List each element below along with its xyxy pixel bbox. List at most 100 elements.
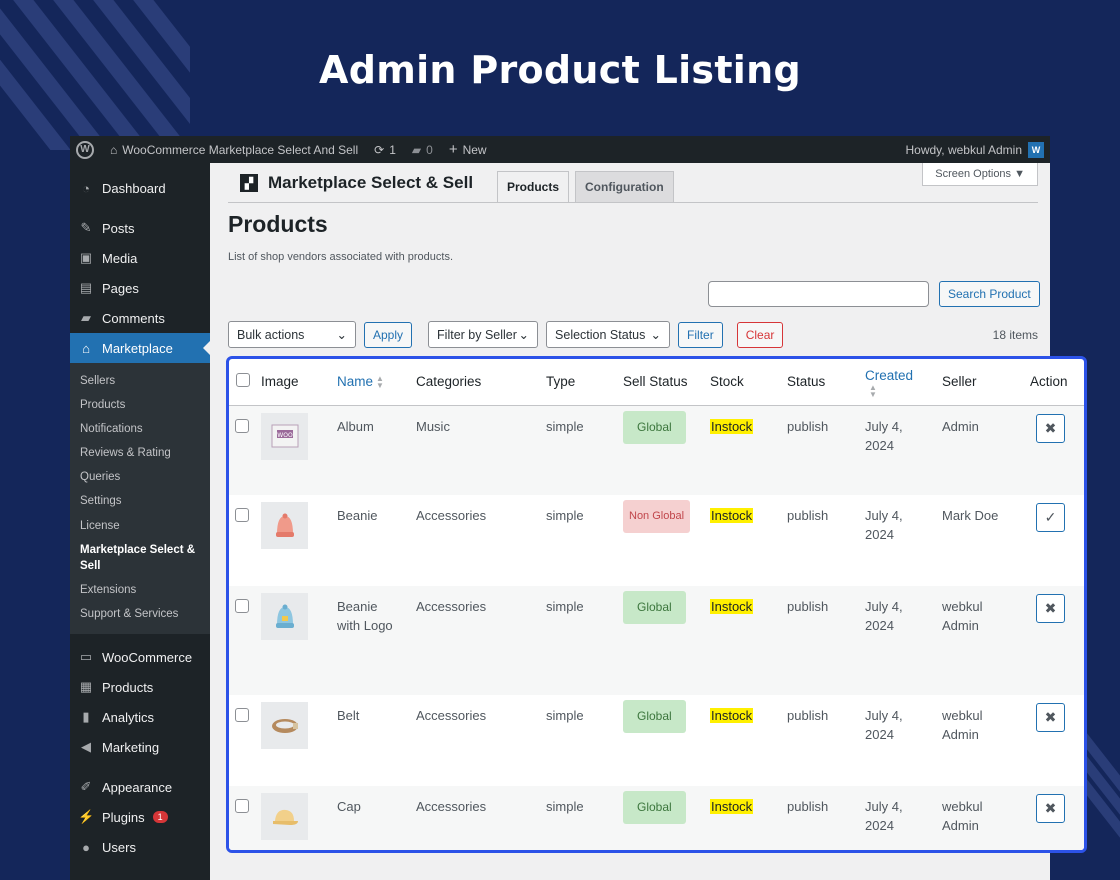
created-day: July 4, [865,599,903,614]
seller-name: webkul Admin [942,695,1030,786]
seller-line-1: Admin [942,418,979,434]
tab-configuration[interactable]: Configuration [575,171,674,202]
sell-status-badge: Global [623,791,686,824]
sidebar-item-label: Comments [102,310,165,326]
submenu-item-license[interactable]: License [80,519,120,532]
submenu-item-extensions[interactable]: Extensions [80,583,137,596]
filter-button[interactable]: Filter [678,321,723,348]
admin-bar: W ⌂ WooCommerce Marketplace Select And S… [70,136,1050,163]
beanie-logo-icon [275,604,294,628]
avatar: W [1028,141,1044,158]
sidebar-item-analytics[interactable]: ▮ Analytics [70,702,210,732]
column-name[interactable]: Name ▲ ▼ [337,359,416,406]
submenu-item-select-sell[interactable]: Marketplace Select & Sell [80,543,196,572]
dashboard-icon: ◔ [82,180,90,196]
sidebar-item-appearance[interactable]: ✐ Appearance [70,772,210,802]
tab-products[interactable]: Products [497,171,570,202]
sidebar-item-users[interactable]: ● Users [70,832,210,862]
sidebar-item-marketplace[interactable]: ⌂ Marketplace [70,333,210,363]
album-icon: WOO [271,424,298,448]
product-status: publish [787,786,865,850]
sidebar-item-label: WooCommerce [102,649,193,665]
wp-logo-menu[interactable]: W [76,140,94,159]
product-name[interactable]: Cap [337,786,416,850]
account-menu[interactable]: Howdy, webkul Admin W [906,136,1044,163]
stock-badge: Instock [710,799,754,814]
selection-status-select[interactable]: Selection Status ⌄ [546,321,671,348]
created-day: July 4, [865,418,903,434]
column-image: Image [261,359,337,406]
row-checkbox[interactable] [235,799,249,813]
apply-button[interactable]: Apply [364,321,413,348]
remove-action-button[interactable]: ✖ [1036,594,1065,623]
remove-action-button[interactable]: ✖ [1036,703,1065,732]
remove-action-button[interactable]: ✖ [1036,413,1065,443]
check-icon: ✓ [1044,509,1057,525]
site-name-link[interactable]: ⌂ WooCommerce Marketplace Select And Sel… [110,143,358,157]
bulk-actions-select[interactable]: Bulk actions ⌄ [228,321,356,348]
submenu-item-notifications[interactable]: Notifications [80,423,143,436]
sidebar-item-plugins[interactable]: ⚡ Plugins 1 [70,802,210,832]
sidebar-item-pages[interactable]: ▤ Pages [70,273,210,303]
seller-line-2: Admin [942,818,979,833]
submenu-item-settings[interactable]: Settings [80,495,122,508]
submenu-item-sellers[interactable]: Sellers [80,375,116,387]
created-year: 2024 [865,437,894,453]
table-row: WOO Album Music simple Global Instock pu… [229,405,1084,495]
product-image [261,502,308,549]
products-table: Image Name ▲ ▼ Categories Type Sell Status… [229,359,1084,850]
cap-icon [272,809,298,825]
sidebar-item-label: Marketplace [102,340,173,356]
search-input[interactable] [708,281,929,307]
submenu-item-queries[interactable]: Queries [80,471,121,484]
plugin-tabs: Products Configuration [497,171,674,202]
submenu-item-support[interactable]: Support & Services [80,607,179,620]
screen-options-button[interactable]: Screen Options ▼ [922,163,1038,186]
sidebar-item-marketing[interactable]: ◀ Marketing [70,732,210,762]
beanie-icon [275,513,294,537]
sidebar-item-label: Analytics [102,709,155,725]
row-checkbox[interactable] [235,418,249,433]
product-name[interactable]: Album [337,405,416,495]
submenu-item-reviews[interactable]: Reviews & Rating [80,447,171,460]
column-seller: Seller [942,359,1030,406]
created-day: July 4, [865,508,903,523]
comments-link[interactable]: ▰ 0 [412,143,433,157]
sidebar-item-woocommerce[interactable]: ▭ WooCommerce [70,642,210,672]
search-product-button[interactable]: Search Product [939,281,1040,307]
clear-button[interactable]: Clear [736,321,784,348]
sidebar-item-comments[interactable]: ▰ Comments [70,303,210,333]
seller-line-1: Mark Doe [942,508,999,523]
column-created[interactable]: Created ▲ ▼ [865,359,942,406]
sidebar-item-posts[interactable]: ✎ Posts [70,213,210,243]
sidebar-item-products[interactable]: ▦ Products [70,672,210,702]
sidebar-item-dashboard[interactable]: ◔ Dashboard [70,173,210,203]
brush-icon: ✐ [80,779,92,795]
plus-icon: + [448,141,458,158]
row-checkbox[interactable] [235,508,249,522]
created-day: July 4, [865,799,903,814]
product-type: simple [546,708,584,723]
product-name[interactable]: Beanie [337,508,378,523]
product-name[interactable]: Belt [337,708,360,723]
remove-action-button[interactable]: ✖ [1036,794,1065,823]
product-name[interactable]: Beanie with Logo [337,586,416,695]
seller-line-1: webkul [942,708,983,723]
submenu-item-products[interactable]: Products [80,399,126,412]
select-all-checkbox[interactable] [236,373,250,388]
sidebar-item-label: Products [102,679,154,695]
updates-link[interactable]: ⟳ 1 [374,143,396,157]
home-icon: ⌂ [110,142,118,157]
row-checkbox[interactable] [235,599,249,613]
row-checkbox[interactable] [235,708,249,722]
seller-filter-select[interactable]: Filter by Seller ⌄ [428,321,539,348]
sidebar-item-media[interactable]: ▣ Media [70,243,210,273]
sell-status-badge: Global [623,700,686,733]
approve-action-button[interactable]: ✓ [1036,503,1065,532]
woocommerce-icon: ▭ [79,649,93,665]
new-content-link[interactable]: + New [449,141,487,158]
column-stock: Stock [710,359,787,406]
selection-status-value: Selection Status [555,327,646,342]
sell-status-badge: Global [623,410,686,444]
column-action: Action [1030,359,1084,406]
